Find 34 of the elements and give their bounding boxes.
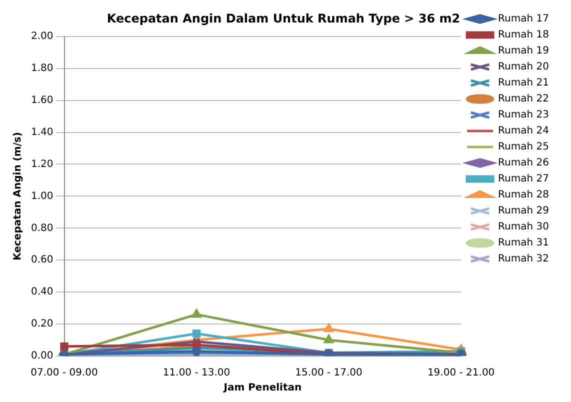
- y-tick-label: 0.80: [31, 222, 54, 234]
- legend-label: Rumah 25: [498, 142, 550, 153]
- y-tick-label: 1.20: [31, 158, 54, 170]
- x-tick-label: 11.00 - 13.00: [162, 368, 230, 379]
- x-tick-label: 15.00 - 17.00: [295, 368, 362, 379]
- legend-label: Rumah 30: [498, 222, 550, 233]
- chart-title: Kecepatan Angin Dalam Untuk Rumah Type > 36 m2: [106, 11, 460, 26]
- y-tick-label: 2.00: [31, 30, 54, 42]
- legend-label: Rumah 32: [498, 254, 550, 265]
- legend-label: Rumah 28: [498, 190, 550, 201]
- y-tick-label: 1.40: [31, 126, 54, 138]
- y-tick-label: 0.60: [31, 254, 54, 266]
- legend-label: Rumah 26: [498, 158, 550, 169]
- legend-label: Rumah 21: [498, 78, 550, 89]
- x-axis-title: Jam Penelitan: [222, 382, 302, 394]
- legend-label: Rumah 27: [498, 174, 550, 185]
- y-tick-label: 1.80: [31, 62, 54, 74]
- legend-label: Rumah 17: [498, 14, 550, 25]
- legend-label: Rumah 19: [498, 46, 550, 57]
- legend-label: Rumah 29: [498, 206, 550, 217]
- y-tick-label: 0.20: [31, 318, 54, 330]
- x-tick-label: 07.00 - 09.00: [30, 368, 98, 379]
- legend-label: Rumah 18: [498, 30, 550, 41]
- x-tick-label: 19.00 - 21.00: [427, 368, 495, 379]
- y-tick-label: 0.40: [31, 286, 54, 298]
- y-tick-label: 1.00: [31, 190, 54, 202]
- y-tick-label: 0.00: [31, 350, 54, 362]
- legend-label: Rumah 23: [498, 110, 550, 121]
- legend-label: Rumah 22: [498, 94, 550, 105]
- legend-label: Rumah 31: [498, 238, 550, 249]
- legend-label: Rumah 20: [498, 62, 550, 73]
- legend-label: Rumah 24: [498, 126, 550, 137]
- y-tick-label: 1.60: [31, 94, 54, 106]
- y-axis-title: Kecepatan Angin (m/s): [12, 132, 24, 260]
